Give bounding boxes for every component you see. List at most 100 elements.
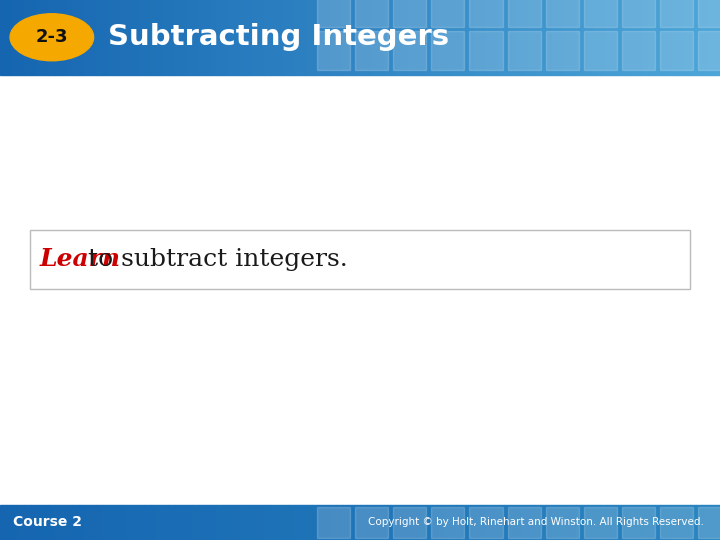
Bar (402, 0, 408, 75)
Bar (42, 505, 48, 540)
Bar (252, 0, 258, 75)
Bar (72, 0, 78, 75)
Bar (408, 505, 414, 540)
Bar (258, 505, 264, 540)
Bar (162, 505, 168, 540)
Bar (180, 505, 186, 540)
Bar (431, 31, 464, 70)
Bar (516, 0, 522, 75)
Bar (582, 505, 588, 540)
Bar (420, 0, 426, 75)
Bar (355, 507, 388, 538)
Bar (420, 505, 426, 540)
Bar (660, 0, 693, 27)
Bar (60, 505, 66, 540)
Bar (702, 0, 708, 75)
Bar (438, 0, 444, 75)
Bar (192, 0, 198, 75)
Bar (354, 505, 360, 540)
Bar (528, 505, 534, 540)
Bar (108, 0, 114, 75)
Bar (390, 505, 396, 540)
Bar (384, 0, 390, 75)
Bar (378, 0, 384, 75)
Bar (360, 0, 366, 75)
Bar (468, 505, 474, 540)
Bar (708, 505, 714, 540)
Bar (48, 0, 54, 75)
Bar (393, 31, 426, 70)
Bar (66, 0, 72, 75)
Bar (552, 505, 558, 540)
Bar (174, 505, 180, 540)
Bar (660, 0, 666, 75)
Bar (186, 0, 192, 75)
Bar (180, 0, 186, 75)
Bar (234, 505, 240, 540)
Bar (698, 0, 720, 27)
Bar (96, 0, 102, 75)
Bar (288, 0, 294, 75)
Text: 2-3: 2-3 (35, 28, 68, 46)
Bar (198, 505, 204, 540)
Bar (0, 0, 6, 75)
Bar (120, 505, 126, 540)
Bar (456, 0, 462, 75)
Bar (612, 0, 618, 75)
Bar (584, 31, 617, 70)
Bar (624, 0, 630, 75)
Bar (228, 0, 234, 75)
Bar (492, 505, 498, 540)
Bar (618, 505, 624, 540)
Bar (426, 505, 432, 540)
Bar (618, 0, 624, 75)
Bar (636, 505, 642, 540)
Bar (90, 505, 96, 540)
Bar (426, 0, 432, 75)
Bar (355, 31, 388, 70)
Bar (156, 505, 162, 540)
Bar (342, 0, 348, 75)
Bar (318, 505, 324, 540)
Bar (606, 0, 612, 75)
Bar (690, 0, 696, 75)
Bar (0, 505, 6, 540)
Bar (355, 0, 388, 27)
Bar (294, 505, 300, 540)
Bar (54, 505, 60, 540)
Bar (294, 0, 300, 75)
Bar (330, 505, 336, 540)
Bar (360, 505, 366, 540)
Bar (552, 0, 558, 75)
Bar (666, 0, 672, 75)
Bar (612, 505, 618, 540)
Bar (636, 0, 642, 75)
Bar (210, 0, 216, 75)
Bar (114, 505, 120, 540)
Bar (408, 0, 414, 75)
Text: Subtracting Integers: Subtracting Integers (108, 23, 449, 51)
Bar (114, 0, 120, 75)
Bar (462, 0, 468, 75)
Bar (108, 505, 114, 540)
Bar (252, 505, 258, 540)
Bar (630, 505, 636, 540)
Bar (672, 505, 678, 540)
Bar (522, 505, 528, 540)
Text: Learn: Learn (40, 247, 121, 271)
Bar (396, 505, 402, 540)
Bar (126, 505, 132, 540)
Bar (480, 505, 486, 540)
Bar (348, 505, 354, 540)
Bar (372, 0, 378, 75)
Bar (462, 505, 468, 540)
Bar (660, 507, 693, 538)
Bar (168, 505, 174, 540)
Bar (504, 505, 510, 540)
Bar (414, 505, 420, 540)
Bar (258, 0, 264, 75)
Bar (534, 0, 540, 75)
Bar (72, 505, 78, 540)
Bar (508, 31, 541, 70)
Bar (522, 0, 528, 75)
